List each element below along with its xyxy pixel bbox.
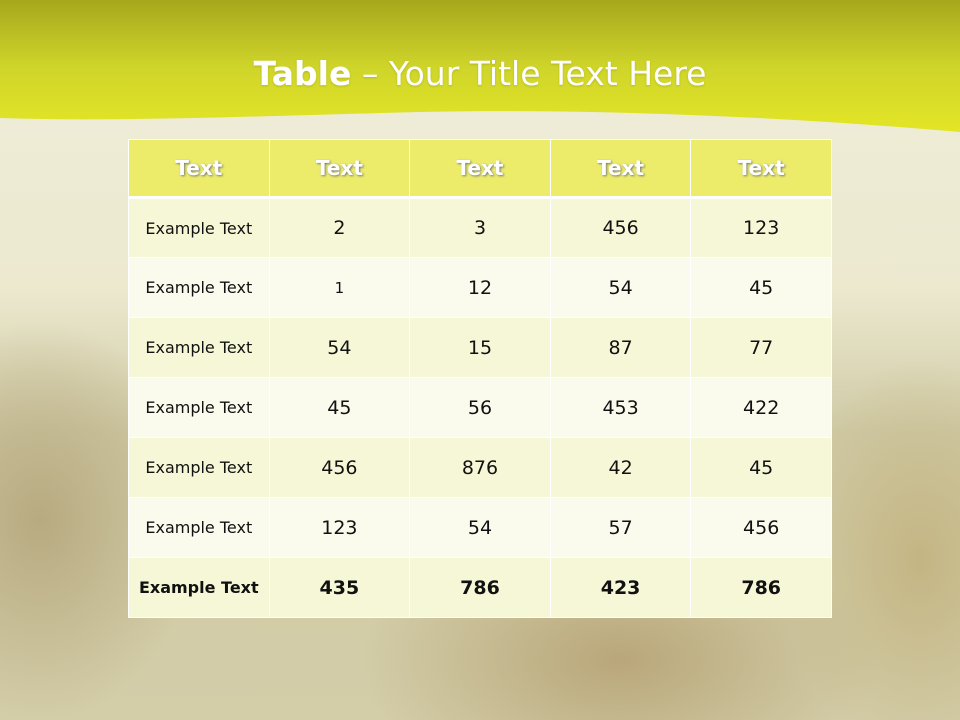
row-label-cell: Example Text (128, 377, 270, 438)
table-row: Example Text 123 54 57 456 (128, 497, 832, 558)
value-cell: 77 (690, 317, 832, 378)
header-cell: Text (549, 139, 692, 199)
value-cell: 453 (549, 377, 692, 438)
value-cell: 45 (690, 257, 832, 318)
value-cell: 123 (690, 197, 832, 258)
row-label-cell: Example Text (128, 257, 270, 318)
value-cell: 123 (268, 497, 411, 558)
value-cell: 1 (268, 257, 411, 318)
table-row: Example Text 1 12 54 45 (128, 257, 832, 318)
value-cell: 423 (549, 557, 692, 618)
table-row: Example Text 2 3 456 123 (128, 197, 832, 258)
value-cell: 12 (409, 257, 551, 318)
value-cell: 15 (409, 317, 551, 378)
value-cell: 54 (549, 257, 692, 318)
value-cell: 2 (268, 197, 411, 258)
value-cell: 45 (690, 437, 832, 498)
value-cell: 422 (690, 377, 832, 438)
row-label-cell: Example Text (128, 437, 270, 498)
title-bold: Table (253, 54, 352, 93)
value-cell: 42 (549, 437, 692, 498)
value-cell: 456 (690, 497, 832, 558)
value-cell: 456 (268, 437, 411, 498)
value-cell: 54 (268, 317, 411, 378)
data-table: Text Text Text Text Text Example Text 2 3 4… (128, 139, 832, 618)
row-label-cell: Example Text (128, 557, 270, 618)
table-row: Example Text 435 786 423 786 (128, 557, 832, 618)
table-row: Example Text 54 15 87 77 (128, 317, 832, 378)
value-cell: 876 (409, 437, 551, 498)
value-cell: 57 (549, 497, 692, 558)
value-cell: 56 (409, 377, 551, 438)
title-band (0, 0, 960, 132)
slide-title: Table – Your Title Text Here (0, 54, 960, 93)
header-cell: Text (268, 139, 411, 199)
row-label-cell: Example Text (128, 197, 270, 258)
row-label-cell: Example Text (128, 317, 270, 378)
value-cell: 87 (549, 317, 692, 378)
value-cell: 786 (409, 557, 551, 618)
header-row: Text Text Text Text Text (128, 139, 832, 199)
table-row: Example Text 456 876 42 45 (128, 437, 832, 498)
header-cell: Text (409, 139, 551, 199)
header-cell: Text (128, 139, 270, 199)
value-cell: 786 (690, 557, 832, 618)
row-label-cell: Example Text (128, 497, 270, 558)
table-row: Example Text 45 56 453 422 (128, 377, 832, 438)
value-cell: 45 (268, 377, 411, 438)
value-cell: 456 (549, 197, 692, 258)
value-cell: 435 (268, 557, 411, 618)
title-rest: – Your Title Text Here (351, 54, 707, 93)
value-cell: 3 (409, 197, 551, 258)
header-cell: Text (690, 139, 832, 199)
value-cell: 54 (409, 497, 551, 558)
